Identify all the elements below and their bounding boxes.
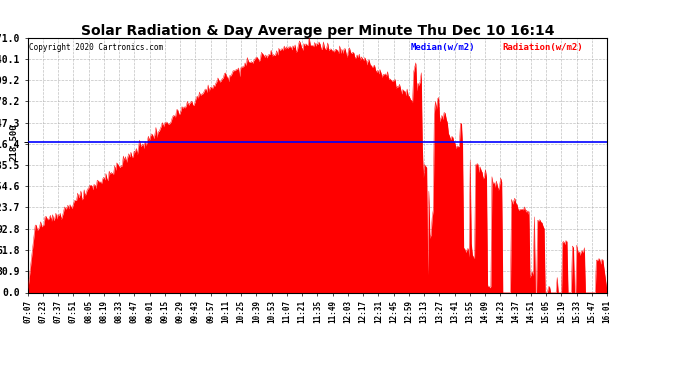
Title: Solar Radiation & Day Average per Minute Thu Dec 10 16:14: Solar Radiation & Day Average per Minute…: [81, 24, 554, 38]
Text: Copyright 2020 Cartronics.com: Copyright 2020 Cartronics.com: [29, 43, 163, 52]
Text: Median(w/m2): Median(w/m2): [410, 43, 475, 52]
Text: Radiation(w/m2): Radiation(w/m2): [503, 43, 584, 52]
